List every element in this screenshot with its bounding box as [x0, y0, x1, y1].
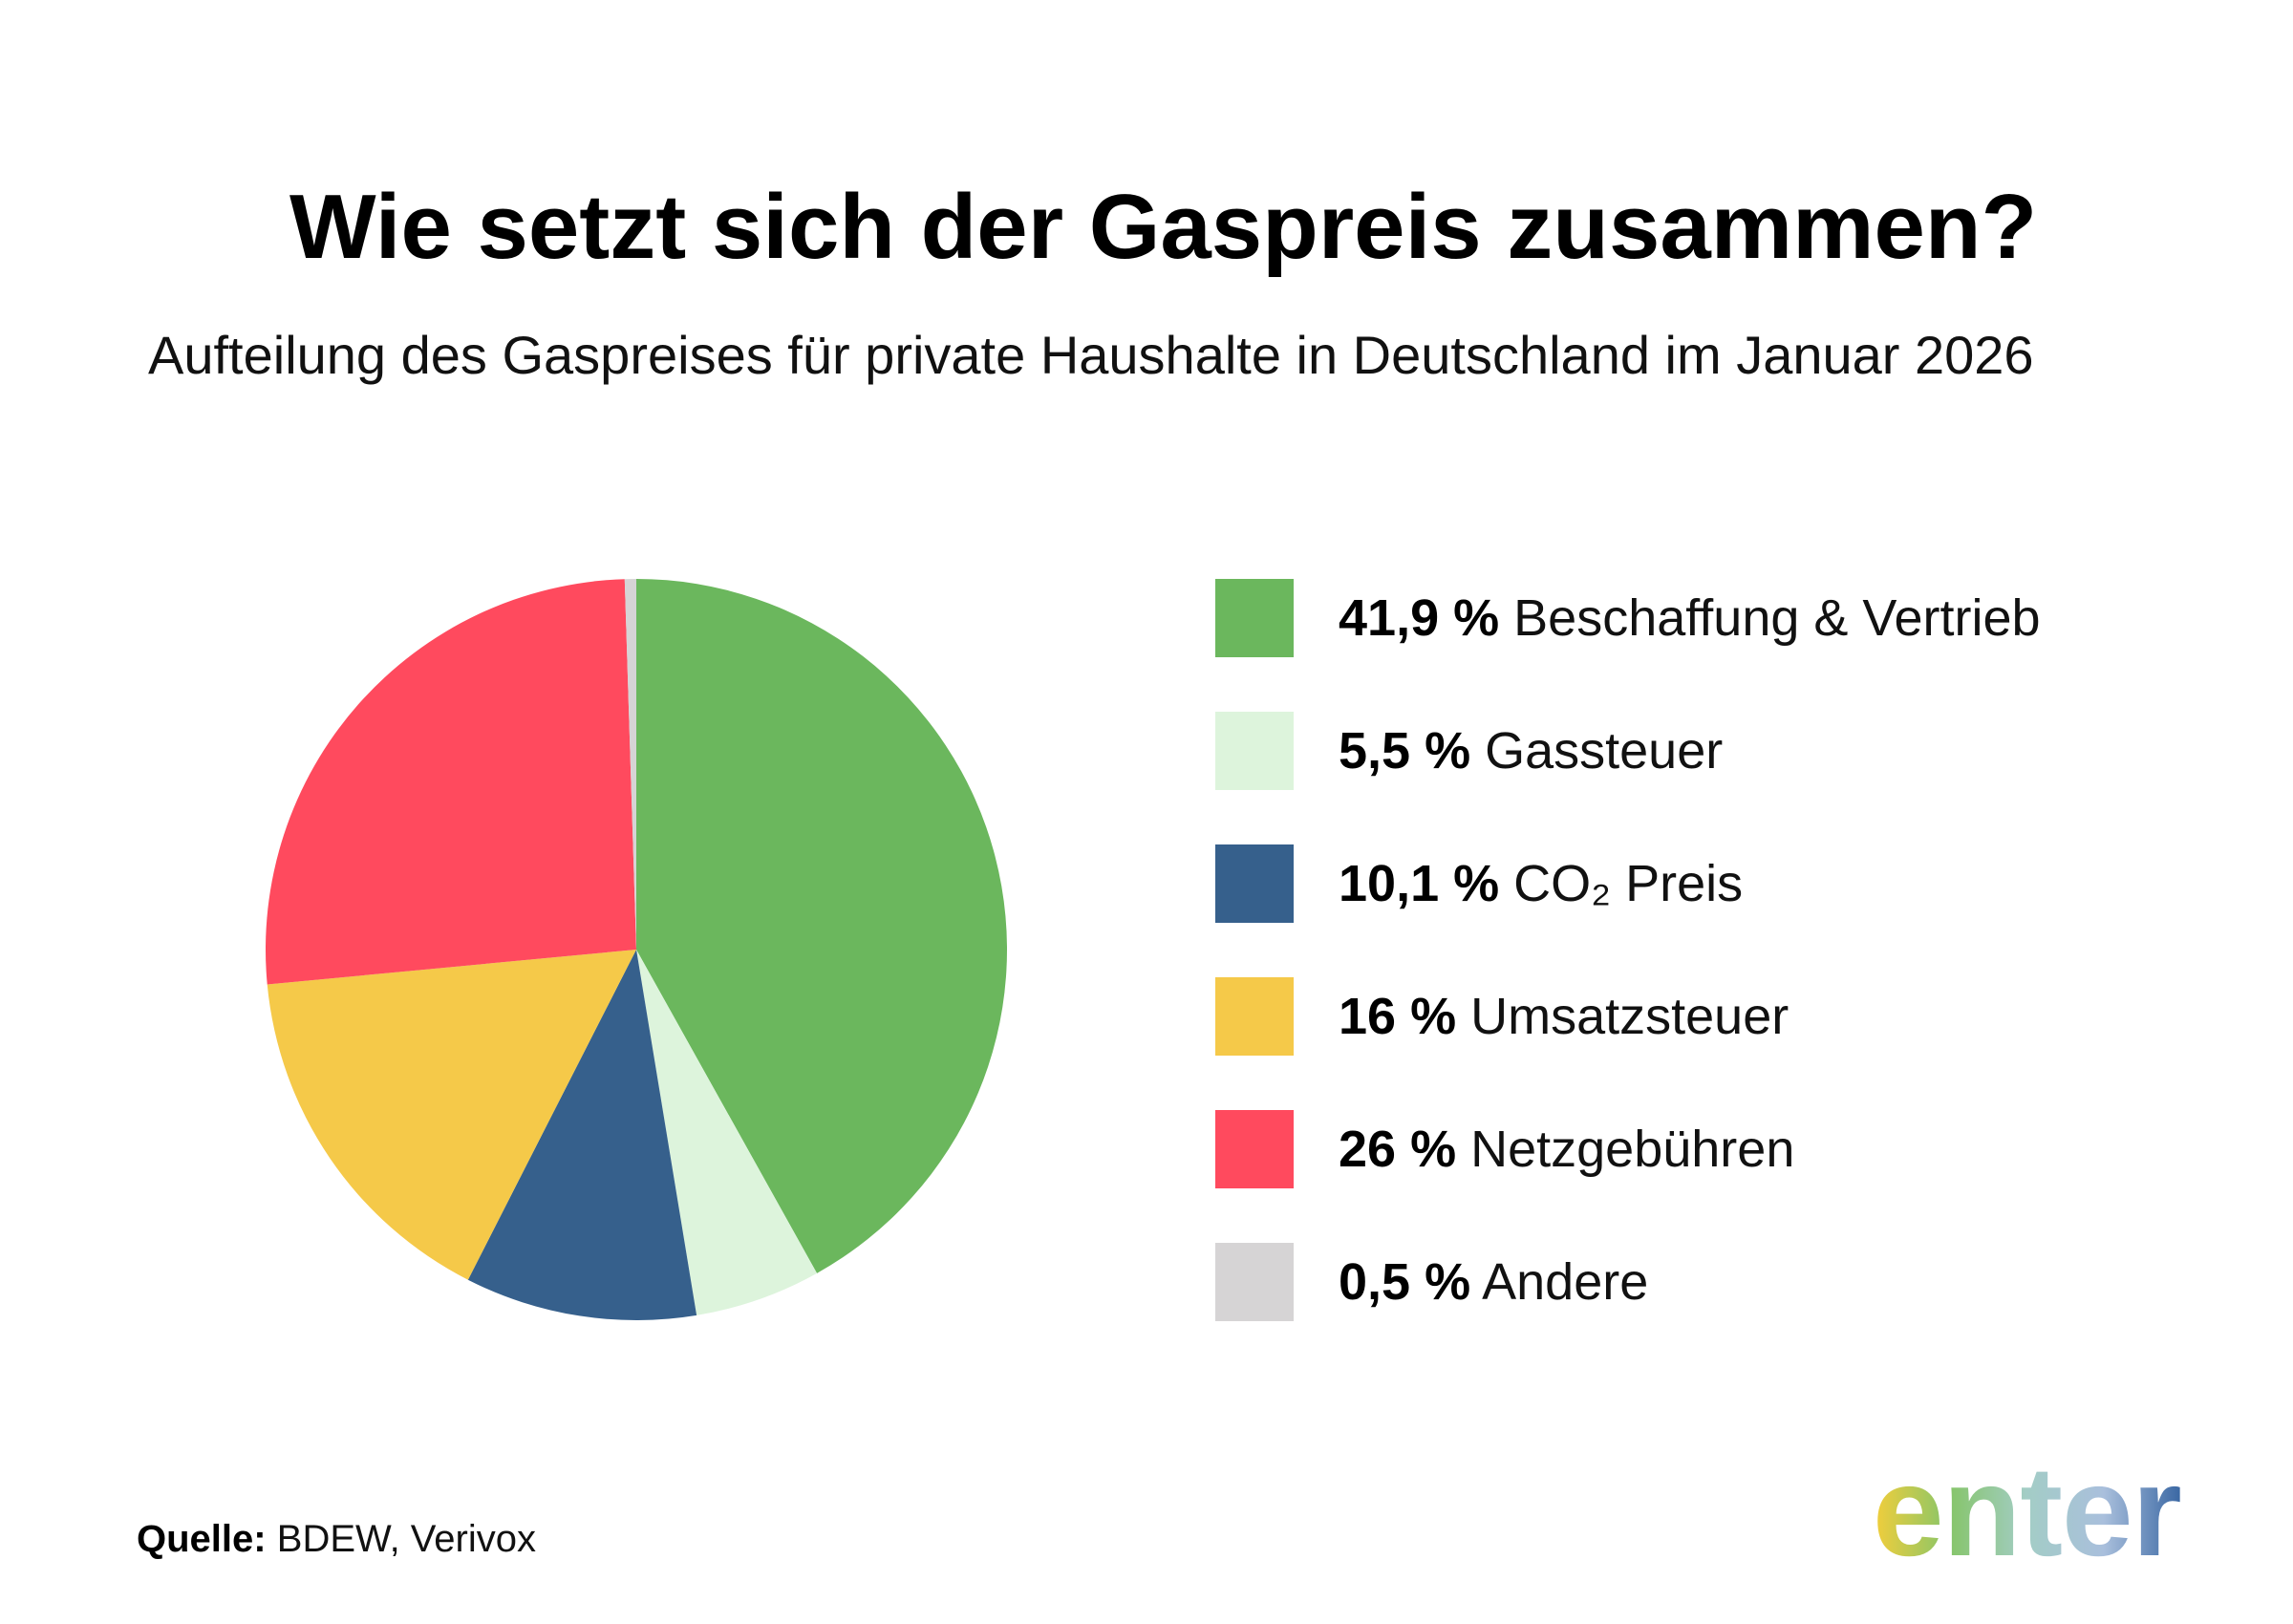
legend-label: CO₂ Preis	[1513, 855, 1744, 912]
pie-slice-andere	[624, 579, 636, 950]
legend-text: 10,1 % CO₂ Preis	[1339, 858, 1743, 909]
legend-swatch	[1215, 579, 1294, 657]
pie-slice-beschaffung-vertrieb	[636, 579, 1008, 1273]
pie-slice-umsatzsteuer	[267, 950, 636, 1280]
source-note: Quelle: BDEW, Verivox	[137, 1520, 536, 1558]
legend-value: 41,9 %	[1339, 589, 1500, 647]
legend-item-gassteuer: 5,5 % Gassteuer	[1215, 712, 2171, 790]
enter-logo: enter	[1873, 1441, 2182, 1583]
legend-label: Umsatzsteuer	[1470, 988, 1789, 1045]
legend-swatch	[1215, 977, 1294, 1056]
legend-item-co2-preis: 10,1 % CO₂ Preis	[1215, 844, 2171, 923]
pie-slice-co2-preis	[467, 950, 697, 1320]
legend-text: 26 % Netzgebühren	[1339, 1123, 1794, 1175]
legend-value: 10,1 %	[1339, 855, 1500, 912]
source-text: BDEW, Verivox	[276, 1518, 536, 1560]
legend-value: 0,5 %	[1339, 1253, 1471, 1311]
legend-label: Netzgebühren	[1470, 1121, 1795, 1178]
legend-text: 0,5 % Andere	[1339, 1256, 1648, 1308]
source-label: Quelle:	[137, 1518, 267, 1560]
legend-text: 16 % Umsatzsteuer	[1339, 991, 1789, 1042]
legend-label: Beschaffung & Vertrieb	[1513, 589, 2041, 647]
chart-subtitle: Aufteilung des Gaspreises für private Ha…	[148, 325, 2034, 385]
legend-item-umsatzsteuer: 16 % Umsatzsteuer	[1215, 977, 2171, 1056]
legend-swatch	[1215, 844, 1294, 923]
legend-value: 5,5 %	[1339, 722, 1471, 780]
legend-item-netzgebuehren: 26 % Netzgebühren	[1215, 1110, 2171, 1188]
pie-slice-gassteuer	[636, 950, 818, 1315]
legend-label: Andere	[1482, 1253, 1649, 1311]
legend-swatch	[1215, 1243, 1294, 1321]
legend: 41,9 % Beschaffung & Vertrieb 5,5 % Gass…	[1215, 579, 2171, 1321]
pie-slice-netzgebuehren	[265, 579, 636, 985]
pie-chart	[265, 579, 1008, 1320]
legend-value: 16 %	[1339, 988, 1457, 1045]
legend-value: 26 %	[1339, 1121, 1457, 1178]
legend-text: 5,5 % Gassteuer	[1339, 725, 1723, 777]
legend-label: Gassteuer	[1485, 722, 1724, 780]
legend-swatch	[1215, 712, 1294, 790]
legend-swatch	[1215, 1110, 1294, 1188]
chart-title: Wie setzt sich der Gaspreis zusammen?	[289, 176, 2038, 278]
legend-item-andere: 0,5 % Andere	[1215, 1243, 2171, 1321]
legend-item-beschaffung-vertrieb: 41,9 % Beschaffung & Vertrieb	[1215, 579, 2171, 657]
logo-text: enter	[1873, 1441, 2181, 1583]
legend-text: 41,9 % Beschaffung & Vertrieb	[1339, 592, 2041, 644]
pie-slices	[265, 579, 1008, 1320]
